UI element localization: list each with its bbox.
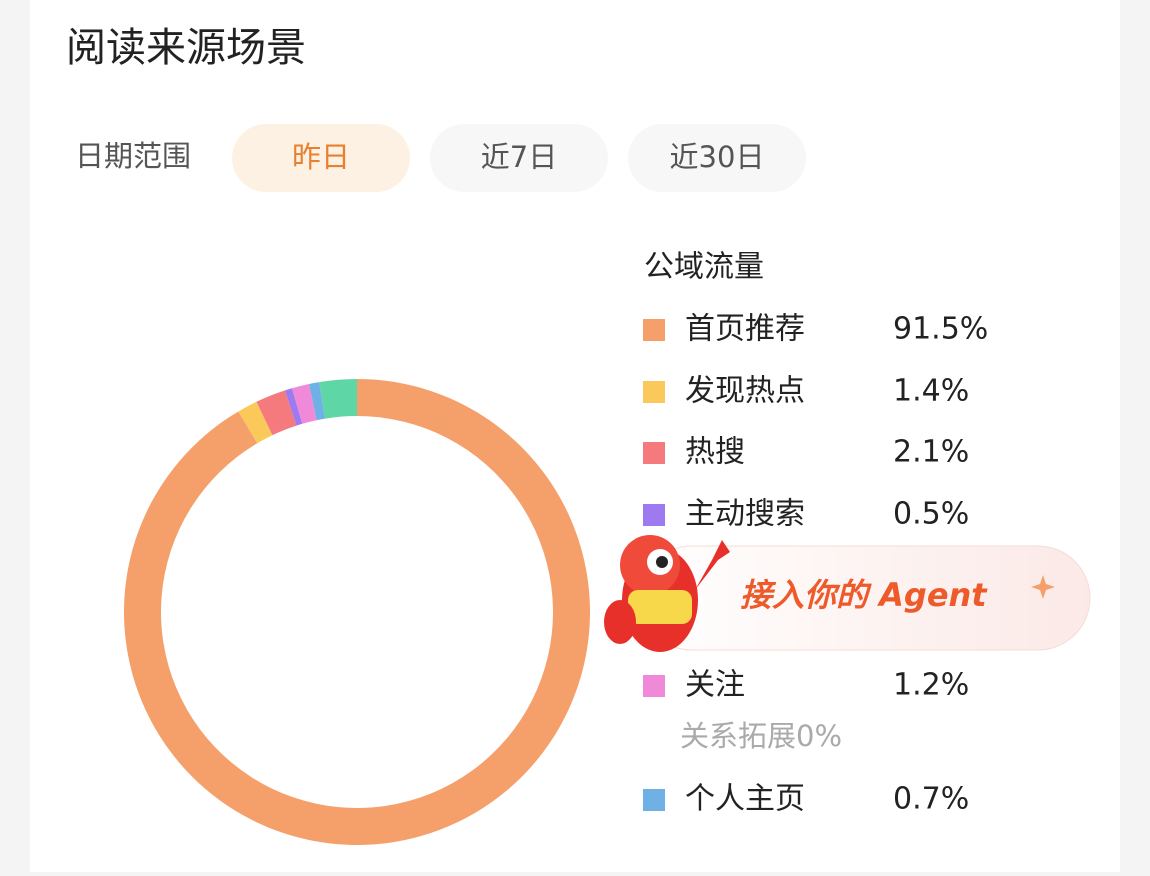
filter-option[interactable]: 近30日 <box>670 140 765 174</box>
legend-marker <box>643 504 665 526</box>
legend-marker <box>643 675 665 697</box>
banner-text[interactable]: 接入你的 Agent <box>740 576 988 614</box>
legend-title: 公域流量 <box>644 250 764 285</box>
donut-segment <box>291 383 317 424</box>
page-title: 阅读来源场景 <box>66 25 306 71</box>
donut-segment <box>309 382 326 421</box>
legend-value: 0.5% <box>893 497 969 532</box>
legend-value: 2.1% <box>893 435 969 470</box>
agent-banner[interactable]: 接入你的 Agent <box>604 535 1091 652</box>
filter-option[interactable]: 近7日 <box>481 140 557 174</box>
donut-segment <box>256 390 297 436</box>
legend-value: 1.2% <box>893 668 969 703</box>
filter-pill[interactable] <box>430 124 608 192</box>
filter-label: 日期范围 <box>75 139 191 173</box>
filter-option[interactable]: 昨日 <box>292 140 350 174</box>
legend-value: 1.4% <box>893 374 969 409</box>
legend-marker <box>643 442 665 464</box>
legend-name: 首页推荐 <box>685 312 805 347</box>
filter-pill[interactable] <box>628 124 806 192</box>
legend-marker <box>643 381 665 403</box>
legend-value: 0% <box>796 719 842 753</box>
donut-segment <box>238 401 273 444</box>
legend-name: 主动搜索 <box>685 497 805 532</box>
legend-value: 91.5% <box>893 312 988 347</box>
legend-marker <box>643 789 665 811</box>
mascot <box>604 535 730 652</box>
legend-value: 0.7% <box>893 782 969 817</box>
sparkle <box>1031 575 1055 599</box>
legend-marker <box>643 319 665 341</box>
legend-note: 关系拓展0% <box>680 719 842 753</box>
legend-name: 关系拓展 <box>680 719 796 753</box>
legend-name: 热搜 <box>685 435 745 470</box>
donut-segment <box>319 379 357 419</box>
legend-name: 发现热点 <box>685 374 805 409</box>
filter-pill[interactable] <box>232 124 410 192</box>
legend-name: 关注 <box>685 668 745 703</box>
legend-name: 个人主页 <box>685 782 805 817</box>
donut-segment <box>284 388 303 426</box>
